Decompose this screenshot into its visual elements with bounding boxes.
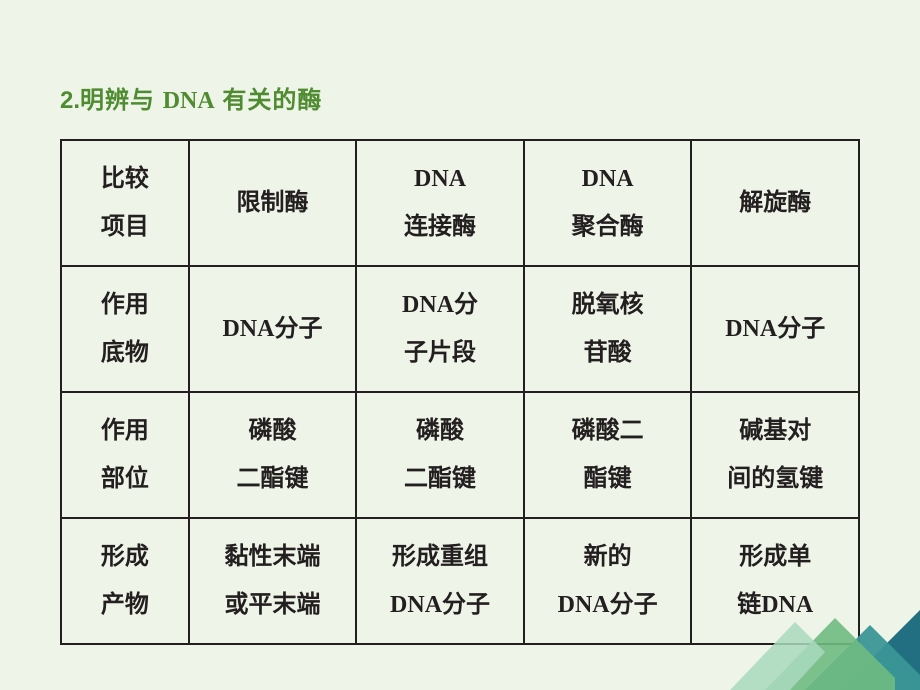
heading-prefix: 明辨与 <box>80 87 163 114</box>
table-cell: 形成重组DNA分子 <box>356 518 524 644</box>
heading-suffix: 有关的酶 <box>215 87 323 114</box>
table-cell: 比较项目 <box>61 140 189 266</box>
table-cell: 磷酸二酯键 <box>189 392 357 518</box>
heading-dna: DNA <box>163 88 215 114</box>
table-cell: 作用底物 <box>61 266 189 392</box>
table-cell: 磷酸二酯键 <box>356 392 524 518</box>
table-row: 比较项目 限制酶 DNA连接酶 DNA聚合酶 解旋酶 <box>61 140 859 266</box>
table-cell: 碱基对间的氢键 <box>691 392 859 518</box>
table-cell: 形成产物 <box>61 518 189 644</box>
table-cell: 解旋酶 <box>691 140 859 266</box>
table-row: 作用底物 DNA分子 DNA分子片段 脱氧核苷酸 DNA分子 <box>61 266 859 392</box>
table-cell: 磷酸二酯键 <box>524 392 692 518</box>
section-heading: 2.明辨与 DNA 有关的酶 <box>60 80 860 115</box>
table-cell: DNA分子 <box>691 266 859 392</box>
table-cell: 黏性末端或平末端 <box>189 518 357 644</box>
table-cell: DNA连接酶 <box>356 140 524 266</box>
heading-number: 2. <box>60 87 80 114</box>
table-cell: DNA聚合酶 <box>524 140 692 266</box>
table-row: 作用部位 磷酸二酯键 磷酸二酯键 磷酸二酯键 碱基对间的氢键 <box>61 392 859 518</box>
table-row: 形成产物 黏性末端或平末端 形成重组DNA分子 新的DNA分子 形成单链DNA <box>61 518 859 644</box>
table-cell: 限制酶 <box>189 140 357 266</box>
table-cell: 脱氧核苷酸 <box>524 266 692 392</box>
table-cell: DNA分子 <box>189 266 357 392</box>
table-cell: DNA分子片段 <box>356 266 524 392</box>
table-cell: 作用部位 <box>61 392 189 518</box>
table-cell: 新的DNA分子 <box>524 518 692 644</box>
enzyme-comparison-table: 比较项目 限制酶 DNA连接酶 DNA聚合酶 解旋酶 作用底物 DNA分子 DN… <box>60 139 860 645</box>
table-cell: 形成单链DNA <box>691 518 859 644</box>
